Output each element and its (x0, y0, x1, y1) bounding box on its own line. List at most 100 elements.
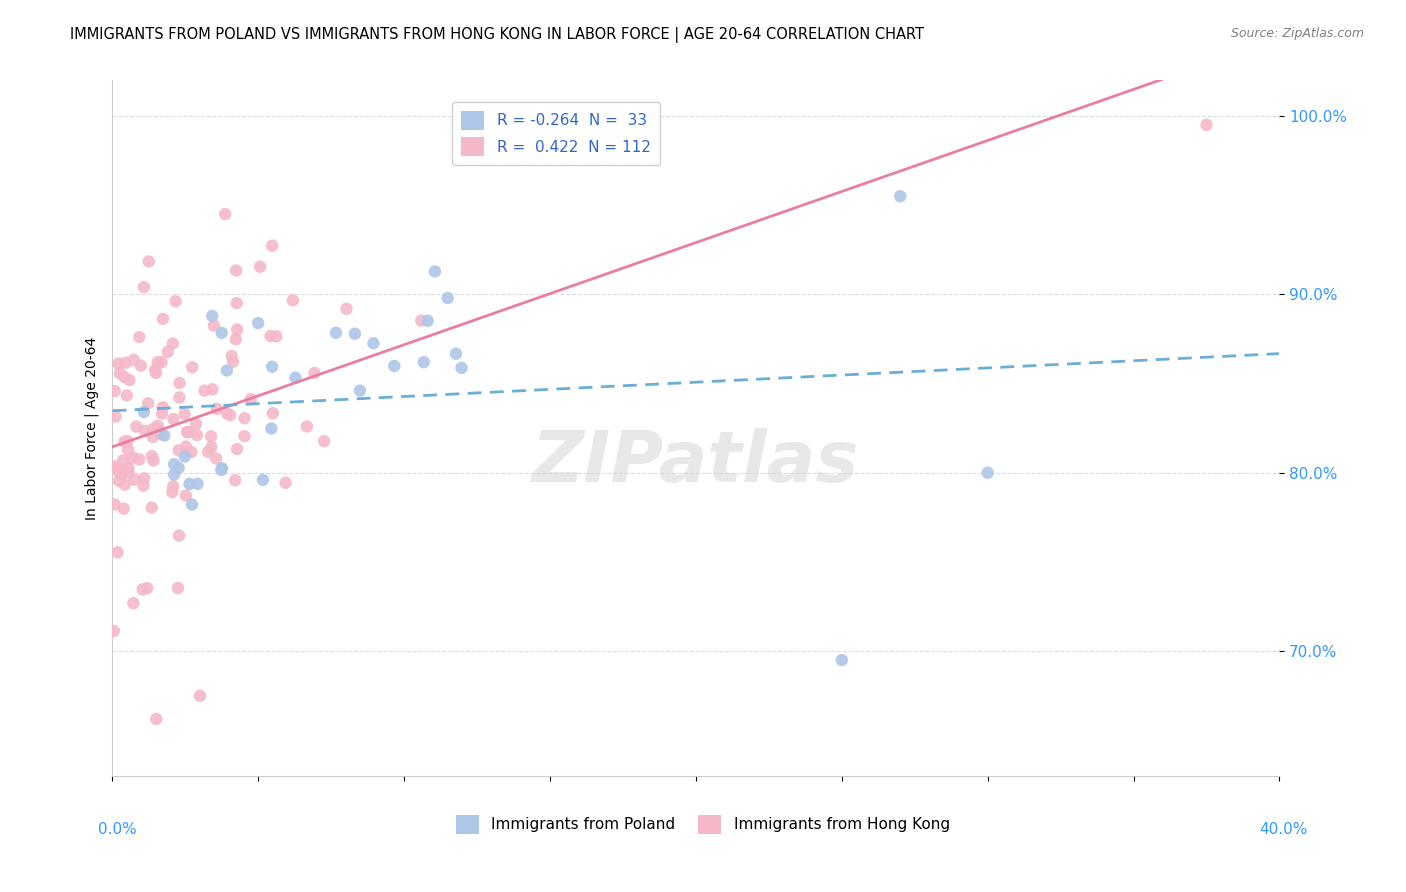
Point (104, 384, 127, 398)
Point (266, 329, 288, 343)
Point (122, 473, 145, 487)
Point (450, 360, 472, 375)
Point (284, 370, 307, 384)
Point (117, 434, 139, 448)
Point (222, 355, 245, 369)
Point (173, 450, 195, 464)
Point (295, 419, 318, 434)
Point (225, 263, 247, 277)
Point (252, 473, 274, 487)
Point (177, 425, 200, 439)
Point (221, 349, 243, 363)
Point (889, 189, 911, 203)
Point (215, 363, 238, 377)
Point (247, 316, 270, 330)
Point (150, 355, 173, 369)
Point (152, 401, 174, 415)
Point (128, 330, 150, 344)
Point (108, 367, 131, 381)
Point (141, 500, 163, 515)
Point (107, 462, 129, 476)
Point (136, 581, 159, 595)
Point (142, 453, 165, 467)
Point (132, 479, 155, 493)
Point (187, 476, 209, 491)
Point (225, 332, 247, 346)
Point (149, 424, 172, 438)
Point (281, 293, 304, 308)
Point (143, 363, 166, 377)
Point (112, 369, 135, 384)
Point (115, 388, 138, 402)
Point (107, 357, 129, 371)
Point (110, 468, 132, 483)
Point (153, 428, 176, 442)
Point (149, 426, 172, 441)
Point (146, 355, 169, 369)
Point (174, 440, 197, 454)
Point (142, 430, 165, 444)
Point (122, 353, 145, 368)
Point (436, 291, 458, 305)
Point (162, 485, 184, 500)
Point (112, 453, 135, 467)
Point (118, 466, 141, 480)
Point (200, 440, 222, 454)
Point (122, 450, 145, 465)
Point (976, 466, 998, 480)
Point (214, 207, 236, 221)
Point (145, 712, 167, 726)
Point (167, 528, 190, 542)
Point (163, 457, 186, 471)
Point (145, 366, 167, 380)
Point (349, 384, 371, 398)
Point (260, 421, 283, 435)
Point (205, 451, 228, 466)
Point (382, 359, 405, 373)
Point (262, 406, 284, 420)
Point (136, 396, 159, 410)
Legend: R = -0.264  N =  33, R =  0.422  N = 112: R = -0.264 N = 33, R = 0.422 N = 112 (453, 102, 659, 165)
Point (209, 463, 232, 477)
Point (200, 429, 222, 443)
Point (163, 467, 186, 482)
Point (167, 581, 190, 595)
Point (259, 329, 281, 343)
Point (107, 545, 129, 559)
Point (129, 359, 152, 373)
Point (117, 442, 139, 457)
Point (186, 428, 208, 442)
Text: ZIPatlas: ZIPatlas (533, 428, 859, 498)
Point (188, 689, 211, 703)
Text: IMMIGRANTS FROM POLAND VS IMMIGRANTS FROM HONG KONG IN LABOR FORCE | AGE 20-64 C: IMMIGRANTS FROM POLAND VS IMMIGRANTS FRO… (70, 27, 924, 43)
Point (117, 460, 139, 475)
Point (132, 280, 155, 294)
Point (167, 461, 190, 475)
Text: Source: ZipAtlas.com: Source: ZipAtlas.com (1230, 27, 1364, 40)
Point (118, 373, 141, 387)
Point (114, 477, 136, 491)
Point (114, 434, 136, 449)
Point (219, 408, 242, 422)
Point (262, 238, 284, 252)
Point (176, 425, 198, 439)
Point (180, 445, 202, 459)
Point (169, 391, 191, 405)
Point (325, 326, 347, 340)
Point (226, 322, 249, 336)
Point (150, 407, 173, 421)
Point (215, 406, 238, 420)
Point (174, 488, 197, 502)
Point (162, 479, 184, 493)
Point (179, 477, 201, 491)
Point (201, 382, 224, 396)
Point (225, 296, 247, 310)
Point (193, 384, 215, 398)
Point (112, 501, 135, 516)
Point (239, 392, 262, 406)
Point (108, 474, 131, 488)
Point (233, 411, 256, 425)
Point (262, 359, 284, 374)
Point (211, 326, 233, 340)
Y-axis label: In Labor Force | Age 20-64: In Labor Force | Age 20-64 (84, 336, 98, 520)
